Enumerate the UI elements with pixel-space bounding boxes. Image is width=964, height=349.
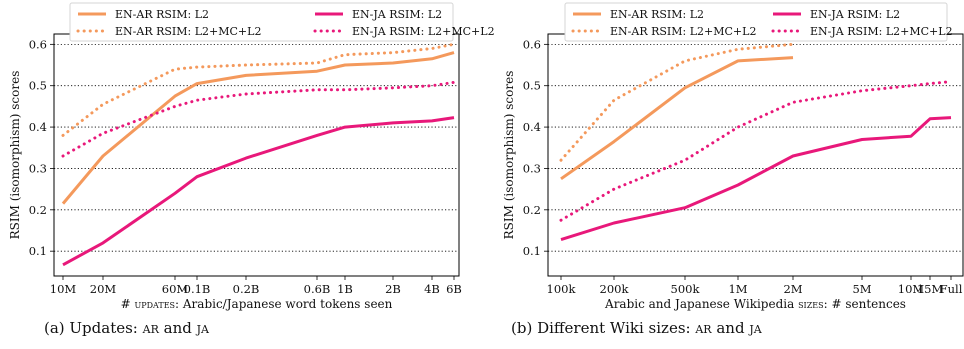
y-axis-label: RSIM (isomorphism) scores xyxy=(502,71,516,240)
legend-label-0: EN-AR RSIM: L2 xyxy=(115,8,209,21)
legend-label-2: EN-JA RSIM: L2 xyxy=(810,8,900,21)
y-tick-label: 0.2 xyxy=(523,203,541,217)
x-tick-label: 60M xyxy=(162,282,189,296)
legend-label-3: EN-JA RSIM: L2+MC+L2 xyxy=(352,25,495,38)
x-tick-label: 10M xyxy=(898,282,925,296)
x-tick-label: 20M xyxy=(90,282,117,296)
series-line-3 xyxy=(559,80,953,222)
x-tick-label: 200k xyxy=(600,282,630,296)
x-tick-label: 1B xyxy=(337,282,353,296)
x-axis-label-suffix: : Arabic/Japanese word tokens seen xyxy=(175,297,393,311)
legend: EN-AR RSIM: L2 EN-AR RSIM: L2+MC+L2 EN-JA … xyxy=(564,2,953,42)
caption-smallcaps-2: ja xyxy=(196,319,210,337)
x-tick-label: 15M xyxy=(917,282,944,296)
x-tick-label: 2B xyxy=(385,282,401,296)
caption-prefix: (a) Updates: xyxy=(44,319,143,337)
series-line-2 xyxy=(62,116,455,267)
x-axis-label-smallcaps: updates xyxy=(134,298,175,311)
x-tick-label: 10M xyxy=(50,282,77,296)
caption: (b) Different Wiki sizes: ar and ja xyxy=(511,319,763,337)
chart-panel-b: 0.1 0.2 0.3 0.4 0.5 0.6 100k 200k 500k 1M 2M 5M 10M1… xyxy=(502,2,964,337)
caption-smallcaps-1: ar xyxy=(694,319,712,337)
x-tick-label: 0.1B xyxy=(184,282,211,296)
legend-label-1: EN-AR RSIM: L2+MC+L2 xyxy=(610,25,756,38)
y-tick-label: 0.5 xyxy=(523,79,541,93)
y-tick-label: 0.5 xyxy=(29,79,47,93)
x-tick-label: 500k xyxy=(671,282,701,296)
caption: (a) Updates: ar and ja xyxy=(44,319,210,337)
x-tick-label: 1M xyxy=(728,282,747,296)
y-tick-label: 0.4 xyxy=(29,120,47,134)
x-axis-label-prefix: Arabic and Japanese Wikipedia xyxy=(604,297,798,311)
x-axis-label: # updates: Arabic/Japanese word tokens s… xyxy=(121,297,393,311)
x-axis-label-prefix: # xyxy=(121,297,135,311)
x-axis-label-smallcaps: sizes xyxy=(798,298,824,311)
caption-smallcaps-2: ja xyxy=(748,319,762,337)
y-tick-label: 0.2 xyxy=(29,203,47,217)
legend-box xyxy=(69,2,454,42)
series-line-3 xyxy=(61,80,456,158)
caption-mid: and xyxy=(159,319,197,337)
caption-prefix: (b) Different Wiki sizes: xyxy=(511,319,695,337)
series-line-2 xyxy=(560,116,952,242)
legend-box xyxy=(564,2,948,42)
x-axis-label: Arabic and Japanese Wikipedia sizes: # s… xyxy=(604,297,906,311)
x-tick-label: Full xyxy=(940,282,963,296)
x-axis-label-suffix: : # sentences xyxy=(824,297,906,311)
y-tick-label: 0.1 xyxy=(29,244,47,258)
caption-mid: and xyxy=(712,319,750,337)
legend-label-3: EN-JA RSIM: L2+MC+L2 xyxy=(810,25,953,38)
legend-label-1: EN-AR RSIM: L2+MC+L2 xyxy=(115,25,261,38)
y-tick-label: 0.3 xyxy=(523,161,541,175)
legend: EN-AR RSIM: L2 EN-AR RSIM: L2+MC+L2 EN-JA … xyxy=(69,2,495,42)
legend-label-0: EN-AR RSIM: L2 xyxy=(610,8,704,21)
y-tick-label: 0.6 xyxy=(523,37,541,51)
legend-label-2: EN-JA RSIM: L2 xyxy=(352,8,442,21)
caption-smallcaps-1: ar xyxy=(142,319,160,337)
series-line-0 xyxy=(61,51,455,205)
y-tick-label: 0.4 xyxy=(523,120,541,134)
y-tick-label: 0.6 xyxy=(29,37,47,51)
x-tick-label: 6B xyxy=(446,282,462,296)
y-axis-label: RSIM (isomorphism) scores xyxy=(8,71,22,240)
series-line-0 xyxy=(560,56,794,181)
y-tick-label: 0.1 xyxy=(523,244,541,258)
x-tick-label: 100k xyxy=(547,282,577,296)
x-tick-label: 0.6B xyxy=(304,282,331,296)
y-tick-label: 0.3 xyxy=(29,161,47,175)
series-line-1 xyxy=(559,42,795,162)
x-tick-label: 4B xyxy=(424,282,440,296)
x-tick-label: 0.2B xyxy=(233,282,260,296)
x-tick-label: 2M xyxy=(783,282,802,296)
plot-area xyxy=(547,33,964,277)
series-line-1 xyxy=(61,42,456,137)
x-tick-label: 5M xyxy=(852,282,871,296)
